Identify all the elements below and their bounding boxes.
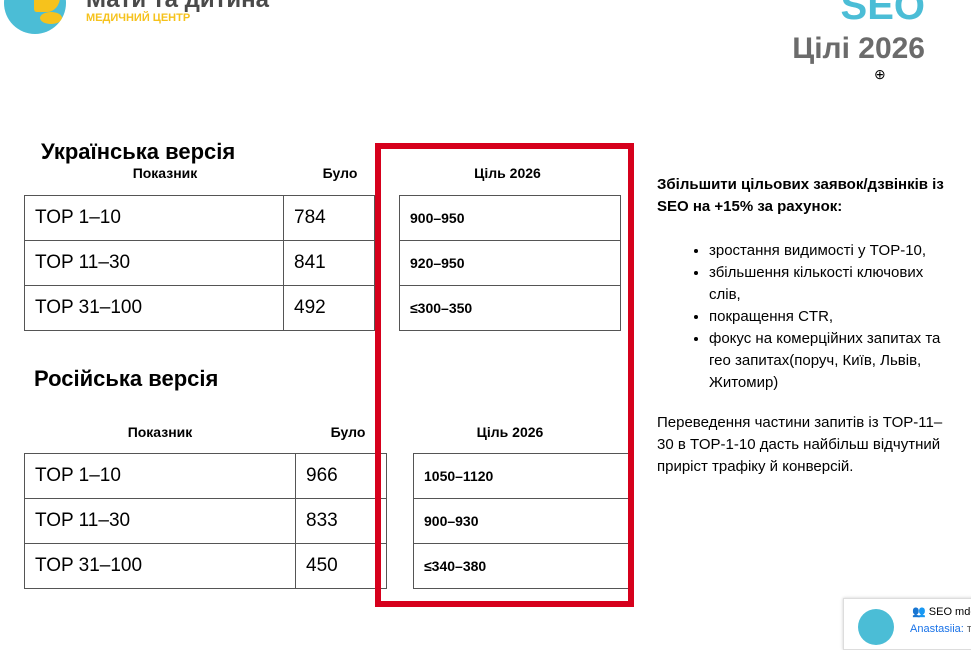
bullet: покращення CTR, [709,306,957,328]
chat-notification[interactable]: 👥 SEO mdc Anastasiia: т [843,598,971,650]
spacer-cell [386,498,414,544]
slide-title: Цілі 2026 [792,32,925,65]
side-bullets: зростання видимості у TOP-10, збільшення… [657,240,957,394]
ru-col-goal: Ціль 2026 [476,424,544,440]
table-cell: TOP 31–100 [24,543,296,589]
ua-col-metric: Показник [132,165,198,181]
group-icon: 👥 [912,606,926,618]
ru-table: TOP 1–10 966 1050–1120 TOP 11–30 833 900–930 T… [24,453,631,589]
table-cell: ≤300–350 [399,285,621,331]
table-cell: 784 [283,195,375,241]
highlight-box [375,143,634,607]
chat-title: SEO mdc [928,606,971,618]
bullet: фокус на комерційних запитах та гео запи… [709,328,957,394]
table-cell: 841 [283,240,375,286]
ru-col-was: Було [330,424,366,440]
zoom-in-icon[interactable]: ⊕ [874,66,886,82]
chat-sender: Anastasiia: [910,623,964,635]
ua-col-was: Було [322,165,358,181]
table-cell: TOP 11–30 [24,498,296,544]
table-cell: ≤340–380 [413,543,631,589]
ua-heading: Українська версія [41,139,236,164]
chat-preview: т [966,623,971,635]
side-text: Збільшити цільових заявок/дзвінків із SE… [657,174,957,478]
table-cell: 450 [295,543,387,589]
table-row: TOP 31–100 450 ≤340–380 [24,543,631,589]
table-cell: 900–950 [399,195,621,241]
table-row: TOP 1–10 966 1050–1120 [24,453,631,499]
table-cell: 833 [295,498,387,544]
logo [4,0,66,34]
table-cell: TOP 1–10 [24,195,284,241]
side-lead: Збільшити цільових заявок/дзвінків із SE… [657,176,944,215]
table-cell: TOP 11–30 [24,240,284,286]
slide-title-seo: SEO [840,0,925,28]
table-cell: 1050–1120 [413,453,631,499]
table-row: TOP 1–10 784 900–950 [24,195,621,241]
chat-avatar [858,609,894,645]
bullet: збільшення кількості ключових слів, [709,262,957,306]
table-cell: 966 [295,453,387,499]
ua-col-goal: Ціль 2026 [474,165,541,181]
bullet: зростання видимості у TOP-10, [709,240,957,262]
table-row: TOP 11–30 833 900–930 [24,498,631,544]
table-cell: TOP 1–10 [24,453,296,499]
brand-name: Мати та дитина [86,0,269,14]
side-note: Переведення частини запитів із TOP-11–30… [657,414,943,475]
ua-table: TOP 1–10 784 900–950 TOP 11–30 841 920–950 TOP… [24,195,621,331]
table-cell: TOP 31–100 [24,285,284,331]
ru-heading: Російська версія [34,366,219,391]
table-cell: 920–950 [399,240,621,286]
table-cell: 492 [283,285,375,331]
ru-col-metric: Показник [127,424,193,440]
brand-subtitle: МЕДИЧНИЙ ЦЕНТР [86,12,191,24]
